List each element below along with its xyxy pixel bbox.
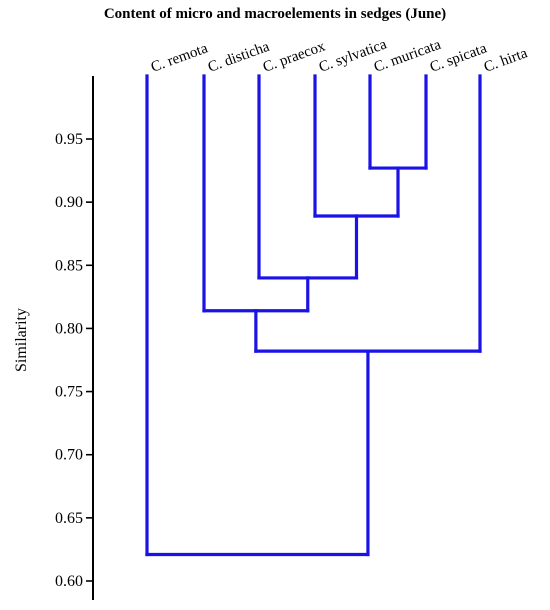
leaf-label: C. disticha: [206, 39, 272, 76]
y-tick-label: 0.70: [55, 447, 83, 464]
y-tick-label: 0.90: [55, 194, 83, 211]
y-axis-label: Similarity: [13, 308, 30, 372]
leaf-label: C. remota: [149, 40, 210, 75]
leaf-label: C. hirta: [482, 45, 530, 76]
y-tick-label: 0.65: [55, 510, 83, 527]
y-tick-label: 0.85: [55, 257, 83, 274]
y-tick-label: 0.80: [55, 320, 83, 337]
y-tick-label: 0.60: [55, 573, 83, 590]
y-tick-label: 0.75: [55, 384, 83, 401]
chart-title: Content of micro and macroelements in se…: [103, 6, 447, 22]
leaf-label: C. praecox: [261, 38, 328, 75]
y-tick-label: 0.95: [55, 131, 83, 148]
